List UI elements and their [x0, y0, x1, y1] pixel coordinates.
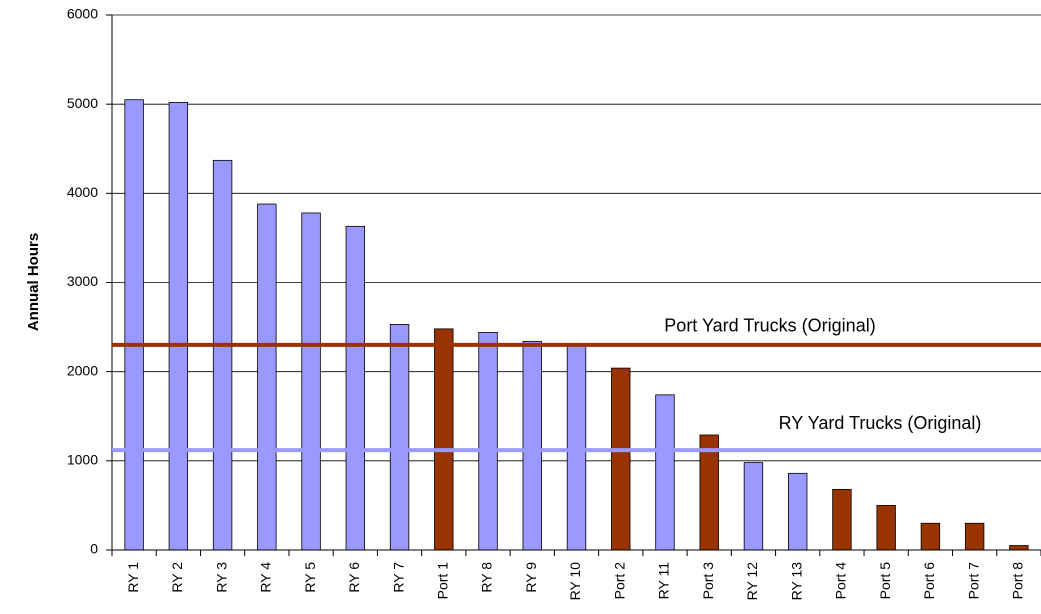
x-tick-label: Port 4 — [833, 562, 849, 600]
bar — [212, 159, 233, 551]
y-axis-label: Annual Hours — [25, 233, 42, 331]
y-tick-label: 6000 — [67, 6, 98, 22]
x-tick-label: RY 9 — [523, 562, 539, 593]
bar — [1009, 545, 1029, 551]
bar — [257, 203, 277, 551]
y-tick-label: 4000 — [67, 184, 98, 200]
x-tick-label: RY 5 — [302, 562, 318, 593]
x-tick-label: Port 8 — [1010, 562, 1026, 600]
x-tick-label: Port 7 — [965, 562, 981, 600]
bar — [124, 99, 144, 551]
bar — [566, 344, 587, 551]
x-tick-label: Port 5 — [877, 562, 893, 600]
bar — [611, 367, 631, 551]
bar — [876, 505, 896, 551]
x-tick-label: RY 2 — [169, 562, 185, 593]
bar — [832, 488, 852, 551]
bar — [788, 472, 808, 551]
reference-label: RY Yard Trucks (Original) — [779, 413, 982, 433]
x-tick-label: RY 12 — [744, 562, 760, 601]
x-tick-label: RY 3 — [213, 562, 229, 593]
x-tick-label: Port 2 — [611, 562, 627, 600]
x-tick-label: RY 11 — [656, 562, 672, 600]
bar — [345, 225, 365, 551]
bar — [655, 394, 675, 551]
y-tick-label: 2000 — [67, 362, 98, 378]
y-tick-label: 3000 — [67, 273, 98, 289]
x-tick-label: RY 6 — [346, 562, 362, 593]
x-tick-label: RY 8 — [479, 562, 495, 593]
bar — [434, 328, 454, 551]
x-tick-label: Port 6 — [921, 562, 937, 600]
y-tick-label: 0 — [90, 541, 98, 557]
x-tick-label: RY 7 — [390, 562, 406, 593]
x-tick-label: RY 1 — [125, 562, 141, 593]
reference-label: Port Yard Trucks (Original) — [664, 316, 875, 336]
bar — [920, 522, 941, 551]
bar — [699, 434, 719, 551]
x-tick-label: Port 3 — [700, 562, 716, 600]
x-tick-label: Port 1 — [434, 562, 450, 600]
y-tick-label: 5000 — [67, 95, 98, 111]
bar — [743, 462, 764, 551]
x-tick-label: RY 4 — [258, 562, 274, 593]
x-tick-label: RY 13 — [788, 562, 804, 601]
bar — [389, 324, 410, 551]
y-tick-label: 1000 — [67, 452, 98, 468]
bar — [522, 340, 542, 551]
x-tick-label: RY 10 — [567, 562, 583, 601]
bar — [301, 212, 321, 551]
bar — [964, 522, 985, 551]
bar — [478, 332, 498, 551]
bar — [168, 101, 189, 551]
